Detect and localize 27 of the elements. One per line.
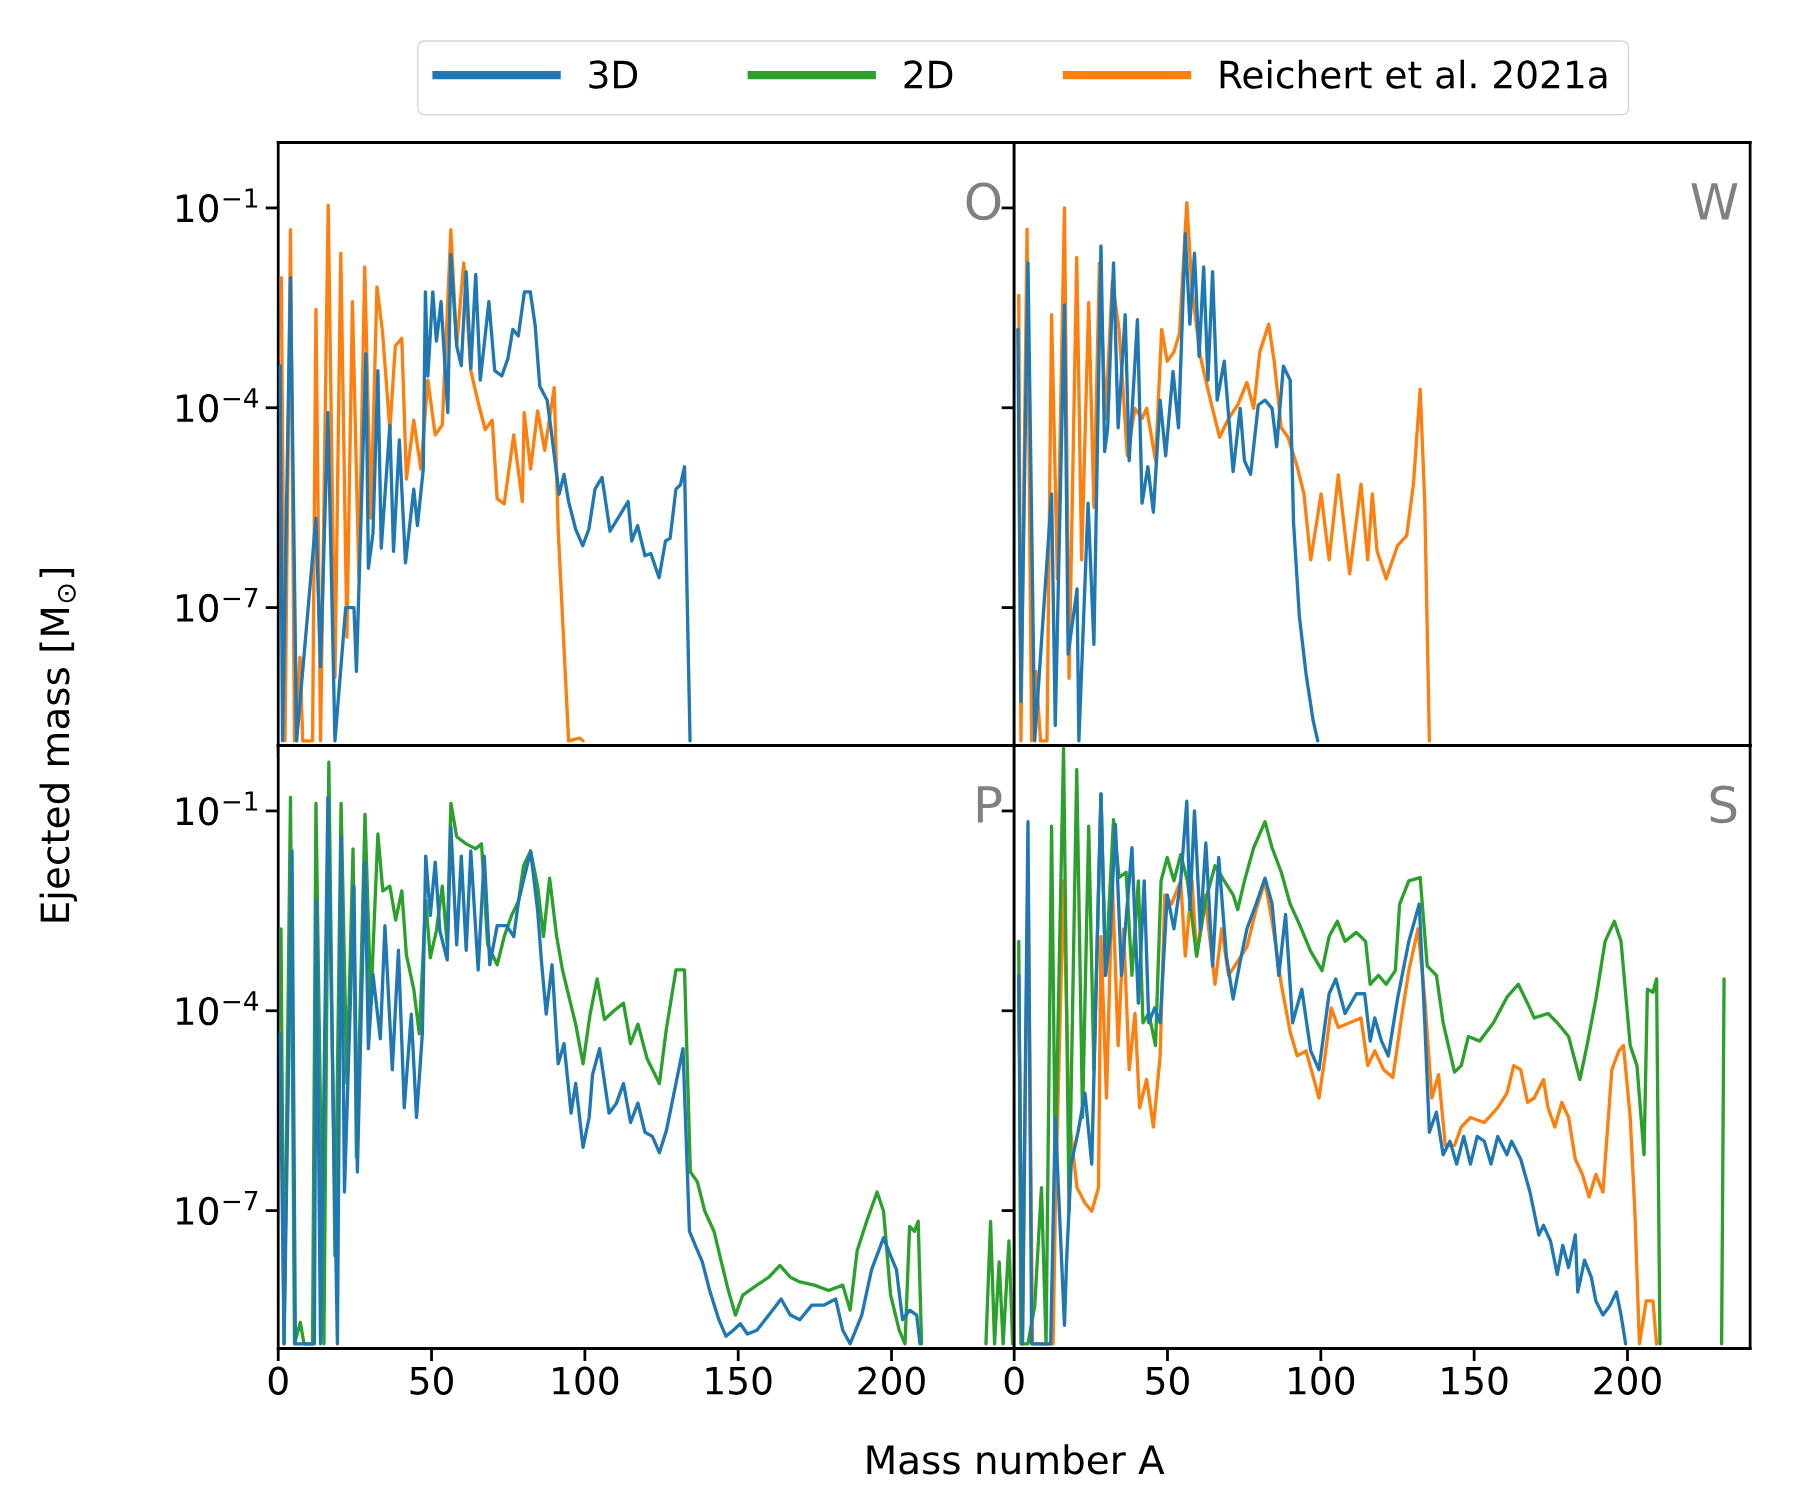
annotation: S	[1710, 785, 1737, 824]
y-tick-label: 10$^{−7}$	[176, 588, 258, 623]
x-tick-label: 100	[1289, 1366, 1355, 1395]
legend-label: Reichert et al. 2021a	[1220, 59, 1607, 89]
x-tick-label: 200	[858, 1366, 925, 1395]
annotation: P	[977, 786, 1002, 823]
line-series	[278, 252, 692, 743]
y-tick-label: 10$^{−7}$	[176, 1191, 258, 1226]
y-axis-title: Ejected mass [M$_{⊙}$]	[39, 569, 78, 922]
x-tick-label: 150	[706, 1366, 772, 1395]
x-tick-label: 50	[1146, 1366, 1189, 1395]
x-tick-label: 50	[410, 1366, 453, 1395]
x-axis-title: Mass number A	[867, 1444, 1165, 1475]
x-tick-label: 100	[553, 1366, 619, 1395]
annotation: W	[1691, 183, 1738, 220]
line-series	[278, 795, 922, 1346]
x-tick-label: 0	[1004, 1366, 1024, 1395]
annotation: O	[966, 182, 1001, 221]
y-tick-label: 10$^{−4}$	[176, 388, 259, 423]
x-tick-label: 150	[1442, 1366, 1508, 1395]
x-tick-label: 0	[268, 1366, 288, 1395]
y-tick-label: 10$^{−1}$	[176, 188, 258, 223]
y-tick-label: 10$^{−4}$	[176, 991, 259, 1026]
y-tick-label: 10$^{−1}$	[176, 791, 258, 826]
legend-label: 2D	[904, 60, 953, 89]
x-tick-label: 200	[1594, 1366, 1661, 1395]
legend-label: 3D	[589, 60, 638, 89]
